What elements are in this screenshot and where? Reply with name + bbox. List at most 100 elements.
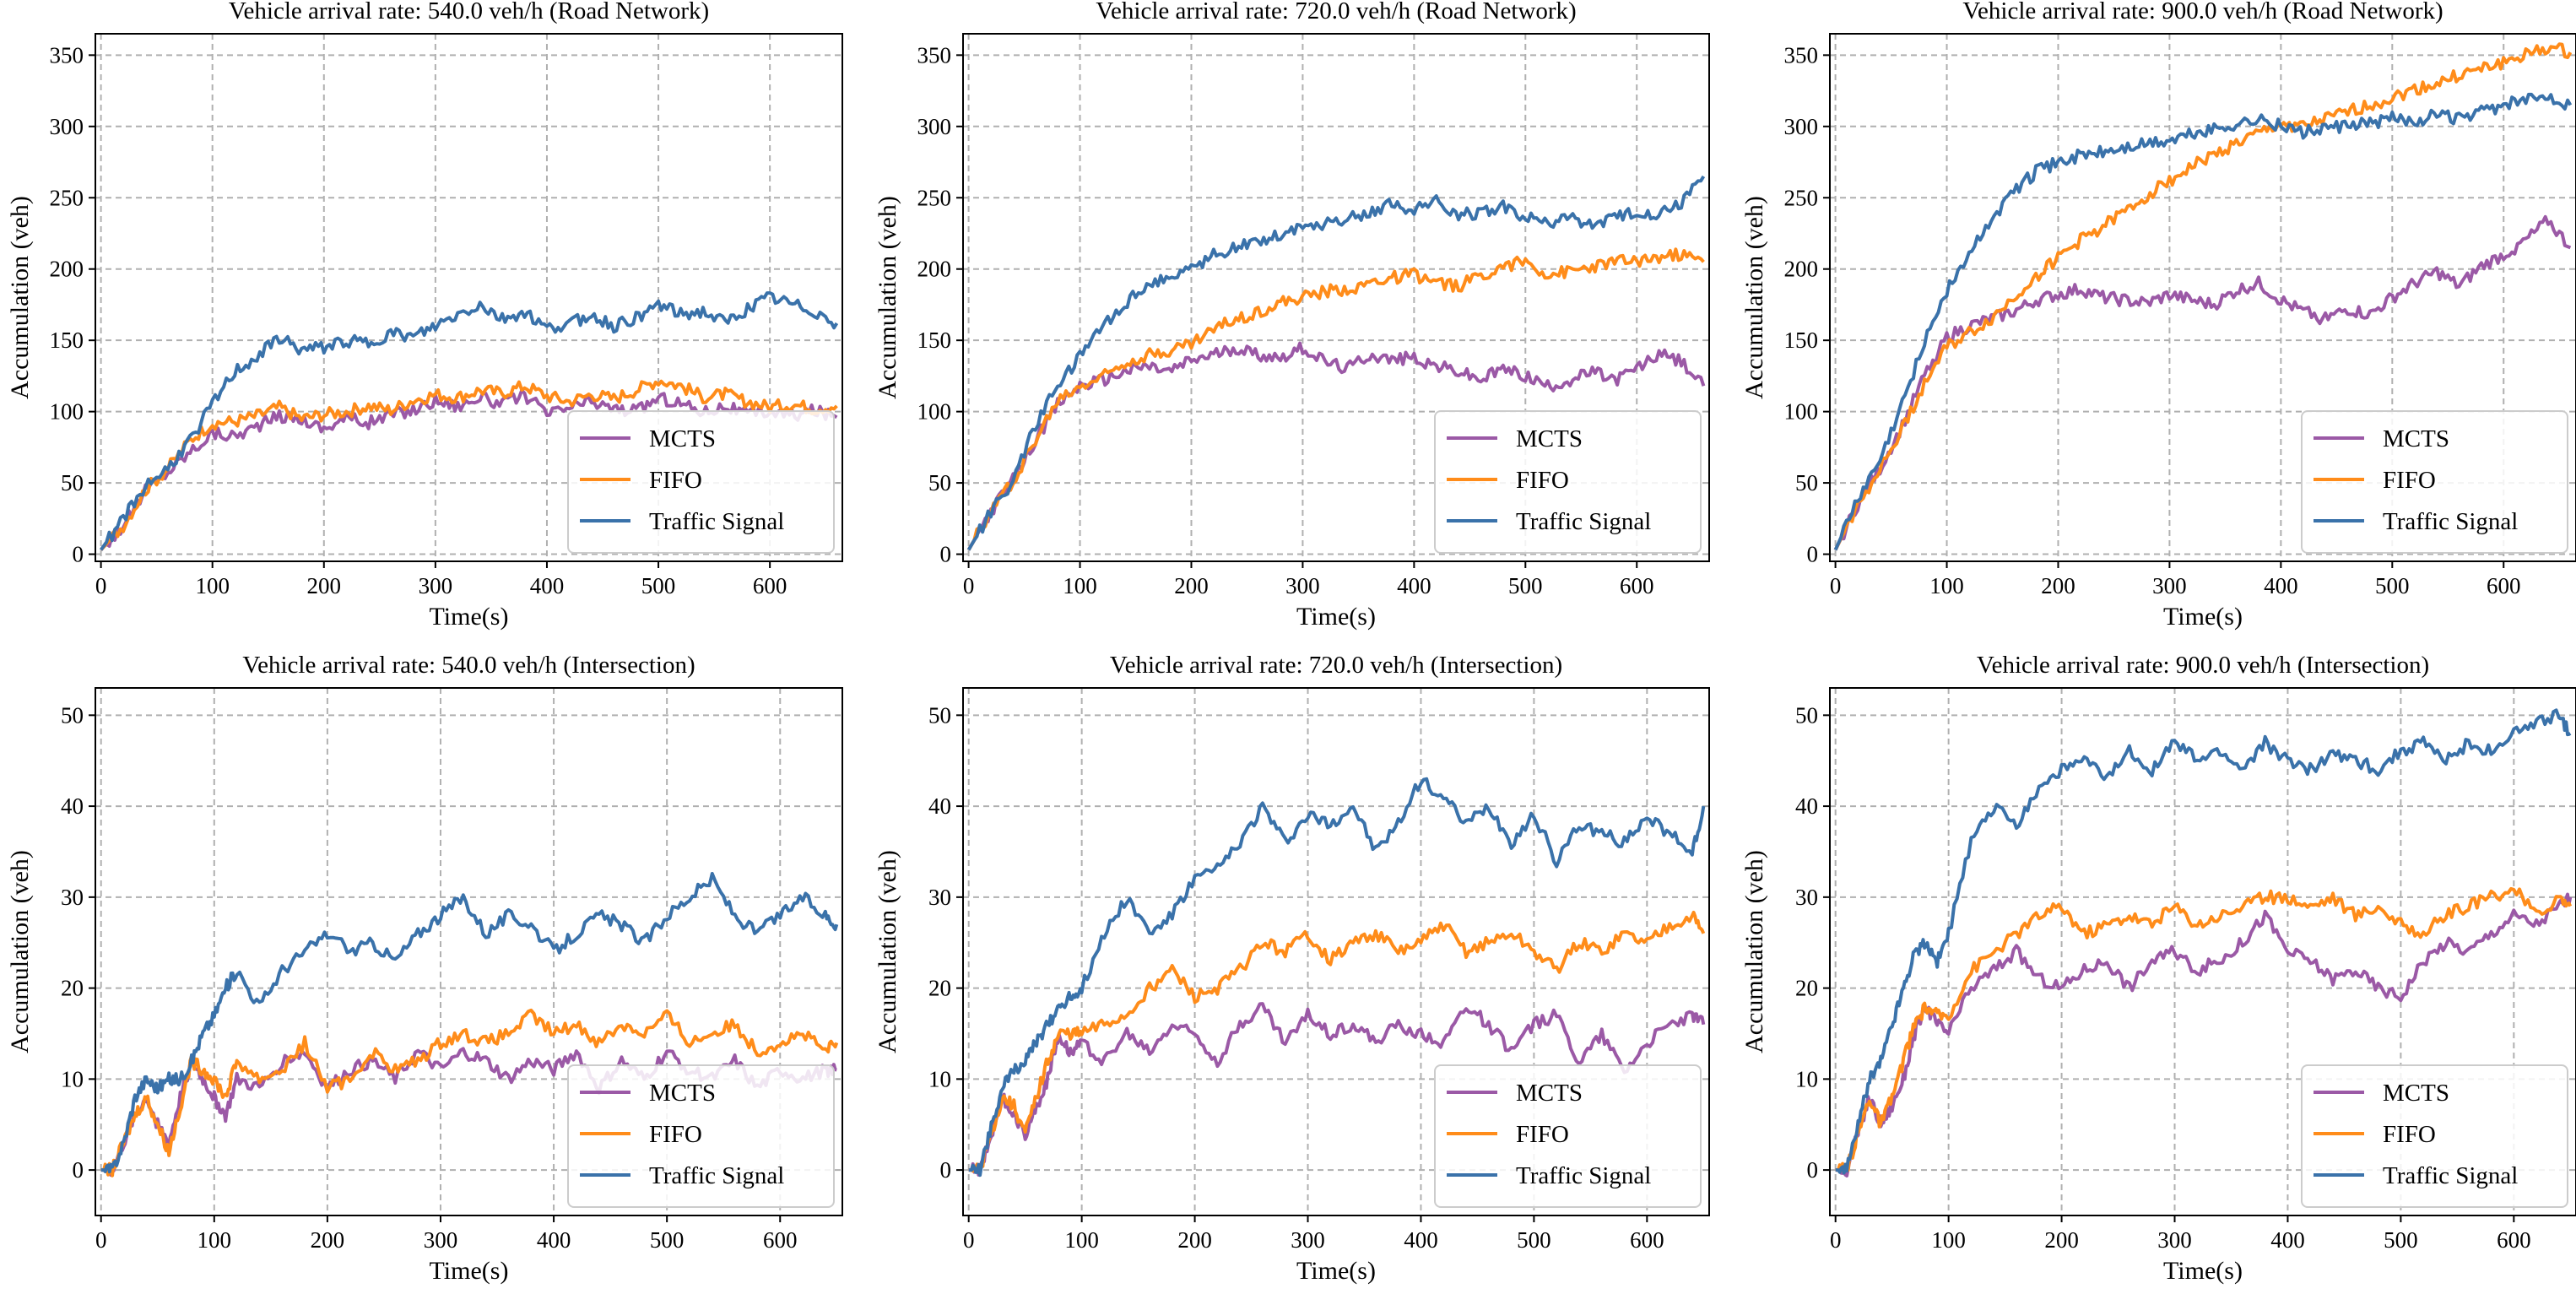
chart-title: Vehicle arrival rate: 540.0 veh/h (Road …	[229, 0, 709, 24]
legend-box	[2301, 410, 2568, 554]
series-group	[968, 777, 1706, 1178]
chart-panel-1: Vehicle arrival rate: 540.0 veh/h (Road …	[6, 0, 843, 631]
x-tick-label: 100	[198, 1227, 232, 1253]
series-group	[1833, 42, 2573, 551]
y-tick-label: 40	[1795, 793, 1818, 819]
x-axis-label: Time(s)	[1296, 603, 1376, 631]
y-tick-label: 50	[61, 470, 84, 495]
y-tick-label: 0	[73, 1157, 84, 1183]
x-tick-label: 100	[1063, 573, 1097, 598]
legend-label: Traffic Signal	[649, 1162, 784, 1189]
legend: MCTS FIFO Traffic Signal	[1434, 410, 1702, 554]
y-tick-label: 50	[1795, 702, 1818, 728]
legend-label: Traffic Signal	[1516, 1162, 1651, 1189]
x-tick-label: 400	[2270, 1227, 2305, 1253]
axes-frame	[95, 33, 843, 562]
y-tick-label: 0	[73, 542, 84, 567]
y-tick-label: 100	[1784, 399, 1819, 425]
y-tick-label: 30	[1795, 885, 1818, 910]
x-tick-label: 400	[530, 573, 565, 598]
x-tick-label: 400	[2264, 573, 2298, 598]
series-line-mcts	[1833, 214, 2572, 551]
legend-label: FIFO	[1516, 467, 1569, 494]
x-tick-label: 300	[1285, 573, 1320, 598]
x-tick-label: 200	[307, 573, 342, 598]
x-tick-label: 0	[963, 1227, 975, 1253]
x-tick-label: 200	[2041, 573, 2075, 598]
y-tick-label: 10	[61, 1066, 84, 1091]
legend-label: FIFO	[649, 1121, 702, 1148]
legend: MCTS FIFO Traffic Signal	[567, 1064, 835, 1208]
series-line-traffic-signal	[966, 175, 1706, 551]
y-tick-label: 150	[917, 328, 952, 353]
legend-label: Traffic Signal	[2383, 508, 2518, 535]
x-tick-label: 0	[1830, 573, 1842, 598]
y-tick-label: 250	[1784, 185, 1819, 210]
legend-box	[2301, 1064, 2568, 1208]
legend-label: Traffic Signal	[2383, 1162, 2518, 1189]
x-tick-label: 0	[1830, 1227, 1842, 1253]
x-tick-label: 300	[2152, 573, 2187, 598]
axes-frame	[962, 687, 1710, 1216]
x-tick-label: 500	[1508, 573, 1543, 598]
x-tick-label: 200	[1174, 573, 1209, 598]
x-tick-label: 500	[2375, 573, 2410, 598]
legend: MCTS FIFO Traffic Signal	[2301, 410, 2568, 554]
chart-panel-2: Vehicle arrival rate: 720.0 veh/h (Road …	[874, 0, 1710, 631]
series-line-fifo	[1833, 42, 2573, 551]
series-line-traffic-signal	[100, 872, 839, 1174]
series-group	[966, 175, 1706, 551]
x-tick-label: 600	[763, 1227, 798, 1253]
legend: MCTS FIFO Traffic Signal	[1434, 1064, 1702, 1208]
y-axis-label: Accumulation (veh)	[1740, 850, 1768, 1053]
x-tick-label: 300	[1291, 1227, 1325, 1253]
x-tick-label: 100	[195, 573, 230, 598]
legend-label: FIFO	[649, 467, 702, 494]
x-tick-label: 400	[1404, 1227, 1438, 1253]
x-tick-label: 300	[2157, 1227, 2192, 1253]
x-tick-label: 300	[424, 1227, 458, 1253]
y-tick-label: 300	[50, 114, 84, 139]
chart-panel-5: Vehicle arrival rate: 720.0 veh/h (Inter…	[874, 652, 1710, 1285]
x-tick-label: 100	[1064, 1227, 1099, 1253]
x-tick-label: 0	[95, 1227, 107, 1253]
series-line-mcts	[966, 341, 1706, 551]
chart-title: Vehicle arrival rate: 900.0 veh/h (Road …	[1962, 0, 2443, 24]
series-line-fifo	[968, 911, 1706, 1173]
y-tick-label: 300	[917, 114, 952, 139]
legend-label: FIFO	[2383, 467, 2436, 494]
y-axis-label: Accumulation (veh)	[1740, 196, 1768, 399]
y-tick-label: 200	[917, 257, 952, 282]
legend-label: Traffic Signal	[649, 508, 784, 535]
legend-label: FIFO	[1516, 1121, 1569, 1148]
y-tick-label: 0	[940, 1157, 952, 1183]
x-tick-label: 400	[537, 1227, 571, 1253]
y-tick-label: 150	[1784, 328, 1819, 353]
x-tick-label: 200	[1177, 1227, 1212, 1253]
series-line-traffic-signal	[1835, 708, 2572, 1175]
legend: MCTS FIFO Traffic Signal	[567, 410, 835, 554]
axes-frame	[1829, 33, 2576, 562]
y-axis-label: Accumulation (veh)	[6, 850, 34, 1053]
y-axis-label: Accumulation (veh)	[874, 850, 901, 1053]
x-tick-label: 600	[2497, 1227, 2531, 1253]
series-group	[1835, 708, 2573, 1178]
chart-title: Vehicle arrival rate: 540.0 veh/h (Inter…	[242, 652, 695, 679]
legend-box	[567, 1064, 835, 1208]
x-tick-label: 600	[1620, 573, 1654, 598]
legend-box	[1434, 410, 1702, 554]
y-tick-label: 0	[1807, 1157, 1819, 1183]
y-tick-label: 150	[50, 328, 84, 353]
y-tick-label: 0	[1807, 542, 1819, 567]
y-tick-label: 300	[1784, 114, 1819, 139]
series-line-mcts	[968, 1002, 1706, 1177]
y-tick-label: 40	[928, 793, 951, 819]
x-tick-label: 0	[95, 573, 107, 598]
y-tick-label: 10	[928, 1066, 951, 1091]
series-line-traffic-signal	[99, 291, 839, 551]
series-line-fifo	[100, 379, 838, 551]
series-line-traffic-signal	[1833, 92, 2573, 551]
legend-box	[1434, 1064, 1702, 1208]
y-tick-label: 200	[1784, 257, 1819, 282]
